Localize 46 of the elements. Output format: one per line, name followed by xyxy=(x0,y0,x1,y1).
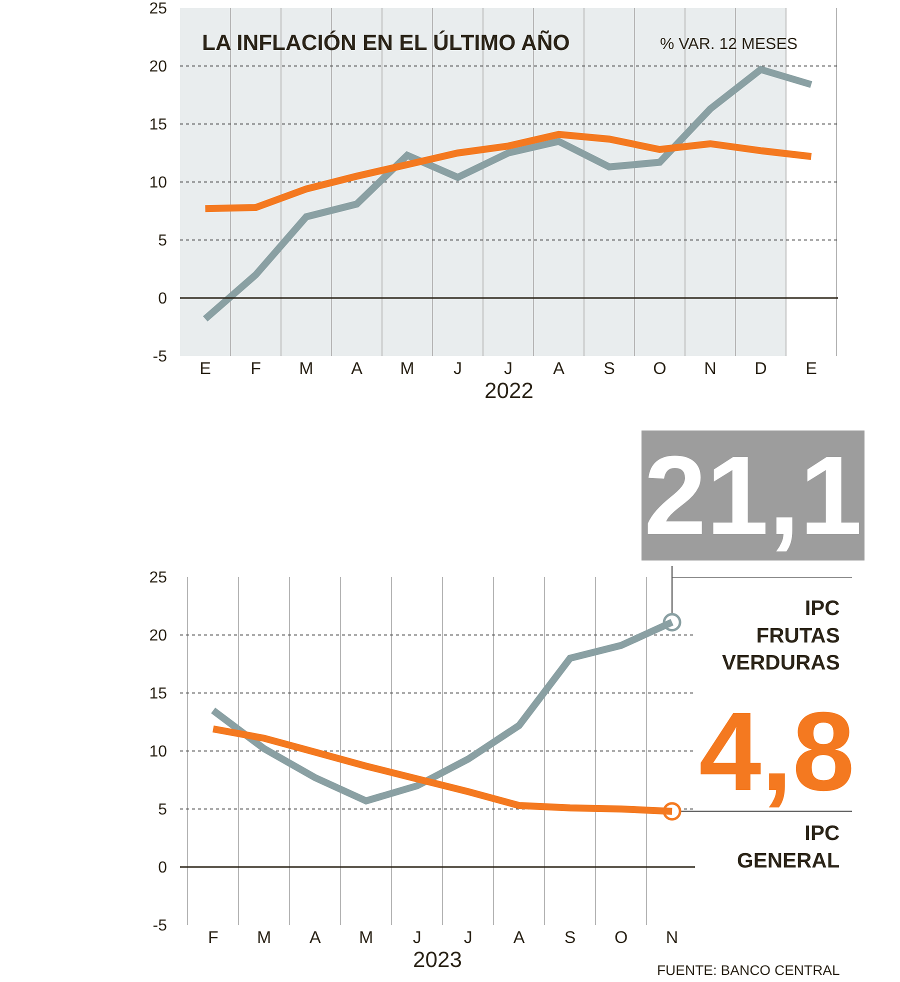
y-tick-label: 20 xyxy=(149,628,168,645)
x-tick-label: A xyxy=(513,928,526,947)
x-tick-label: D xyxy=(754,359,767,378)
y-tick-label: -5 xyxy=(152,918,168,935)
x-tick-label: M xyxy=(400,359,414,378)
y-tick-label: 0 xyxy=(158,860,168,877)
x-tick-label: M xyxy=(299,359,314,378)
x-tick-label: F xyxy=(250,359,261,378)
x-tick-label: N xyxy=(704,359,716,378)
data-label: 4,8 xyxy=(699,689,855,814)
y-tick-label: 5 xyxy=(158,232,168,250)
x-tick-label: A xyxy=(309,928,322,947)
x-tick-label: S xyxy=(604,359,615,378)
x-tick-label: J xyxy=(412,928,422,947)
x-tick-label: N xyxy=(666,928,678,947)
x-tick-label: J xyxy=(453,359,462,378)
x-tick-label: A xyxy=(553,359,566,378)
text: IPC GENERAL xyxy=(737,822,840,872)
y-tick-label: 10 xyxy=(149,174,168,192)
x-tick-label: M xyxy=(257,928,272,947)
x-tick-label: E xyxy=(200,359,211,378)
x-tick-label: E xyxy=(806,359,817,378)
x-tick-label: J xyxy=(504,359,512,378)
x-tick-label: O xyxy=(653,359,666,378)
x-tick-label: S xyxy=(564,928,576,947)
x-axis-title: 2023 xyxy=(413,947,462,972)
text: IPC FRUTAS VERDURAS xyxy=(722,597,840,675)
y-tick-label: 25 xyxy=(149,0,168,18)
source-note: FUENTE: BANCO CENTRAL xyxy=(657,962,840,978)
y-tick-label: 20 xyxy=(149,58,168,76)
x-tick-label: J xyxy=(464,928,472,947)
y-tick-label: 10 xyxy=(149,744,168,761)
x-axis-title: 2022 xyxy=(484,378,534,403)
data-label: 21,1 xyxy=(644,433,862,558)
y-tick-label: 5 xyxy=(158,802,168,819)
text: LA INFLACIÓN EN EL ÚLTIMO AÑO xyxy=(202,30,570,55)
y-tick-label: 15 xyxy=(149,686,168,703)
y-tick-label: 15 xyxy=(149,116,168,134)
y-tick-label: 25 xyxy=(149,570,168,587)
x-tick-label: A xyxy=(351,359,364,378)
x-tick-label: M xyxy=(359,928,374,947)
x-tick-label: F xyxy=(208,928,218,947)
x-tick-label: O xyxy=(614,928,628,947)
y-tick-label: -5 xyxy=(152,348,168,366)
y-tick-label: 0 xyxy=(158,290,168,308)
text: % VAR. 12 MESES xyxy=(660,36,798,53)
